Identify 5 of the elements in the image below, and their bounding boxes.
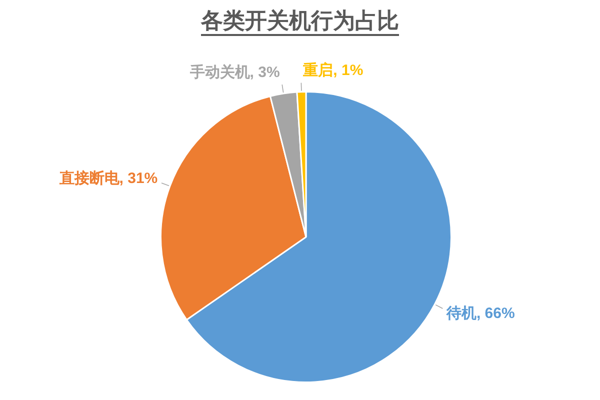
slice-label: 待机, 66% [445, 305, 515, 322]
slice-label: 手动关机, 3% [188, 64, 280, 81]
slice-label: 直接断电, 31% [58, 170, 158, 187]
chart-title: 各类开关机行为占比 [200, 8, 399, 34]
slice-label: 重启, 1% [302, 60, 364, 79]
